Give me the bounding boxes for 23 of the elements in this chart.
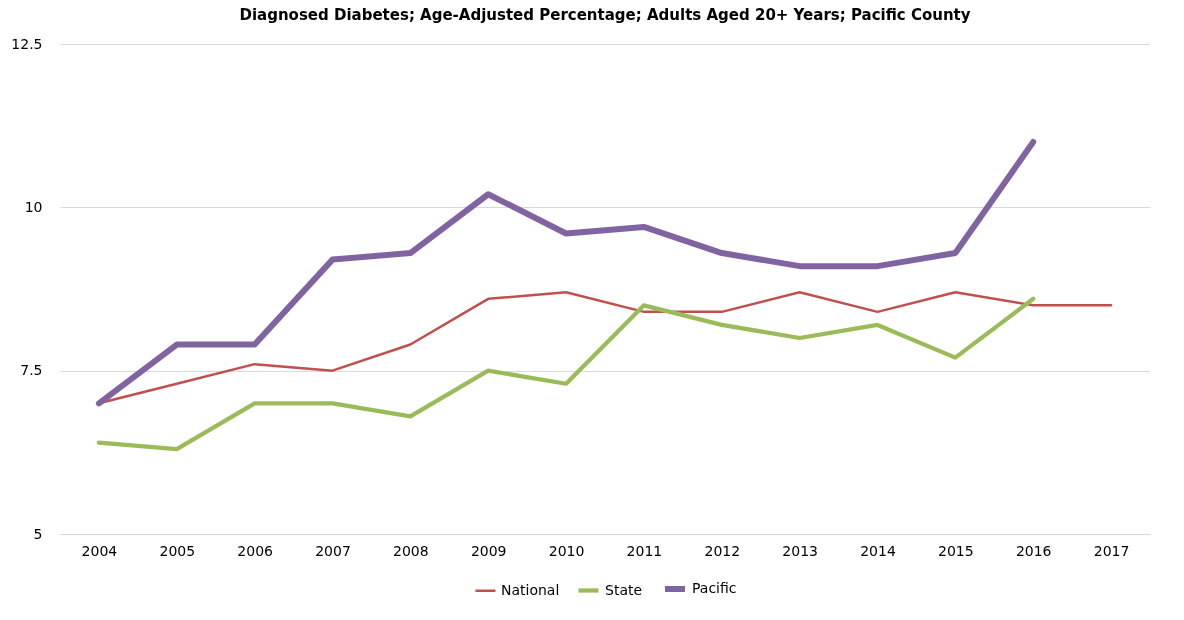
x-tick-label: 2008	[393, 542, 429, 559]
x-tick-label: 2009	[470, 542, 507, 559]
x-tick-label: 2006	[237, 542, 274, 559]
x-tick-label: 2017	[1093, 542, 1130, 559]
y-tick-label: 12.5	[11, 35, 43, 52]
x-tick-label: 2011	[626, 542, 663, 559]
x-tick-label: 2010	[548, 542, 585, 559]
x-tick-label: 2015	[938, 542, 974, 559]
legend-label: State	[605, 581, 643, 598]
chart-title: Diagnosed Diabetes; Age-Adjusted Percentage; Adults Aged 20+ Years; Pacific County	[239, 6, 971, 24]
line-series	[96, 296, 1036, 452]
y-tick-label: 7.5	[20, 362, 43, 379]
x-tick-label: 2005	[159, 542, 196, 559]
legend-label: National	[501, 581, 560, 598]
x-tick-label: 2004	[81, 542, 118, 559]
x-tick-label: 2014	[860, 542, 896, 559]
y-tick-label: 5	[33, 525, 43, 542]
x-tick-label: 2007	[315, 542, 351, 559]
x-tick-label: 2016	[1015, 542, 1052, 559]
legend-label: Pacific	[692, 580, 737, 596]
x-tick-label: 2013	[782, 542, 818, 559]
x-tick-label: 2012	[704, 542, 741, 559]
y-tick-label: 10	[24, 198, 43, 215]
